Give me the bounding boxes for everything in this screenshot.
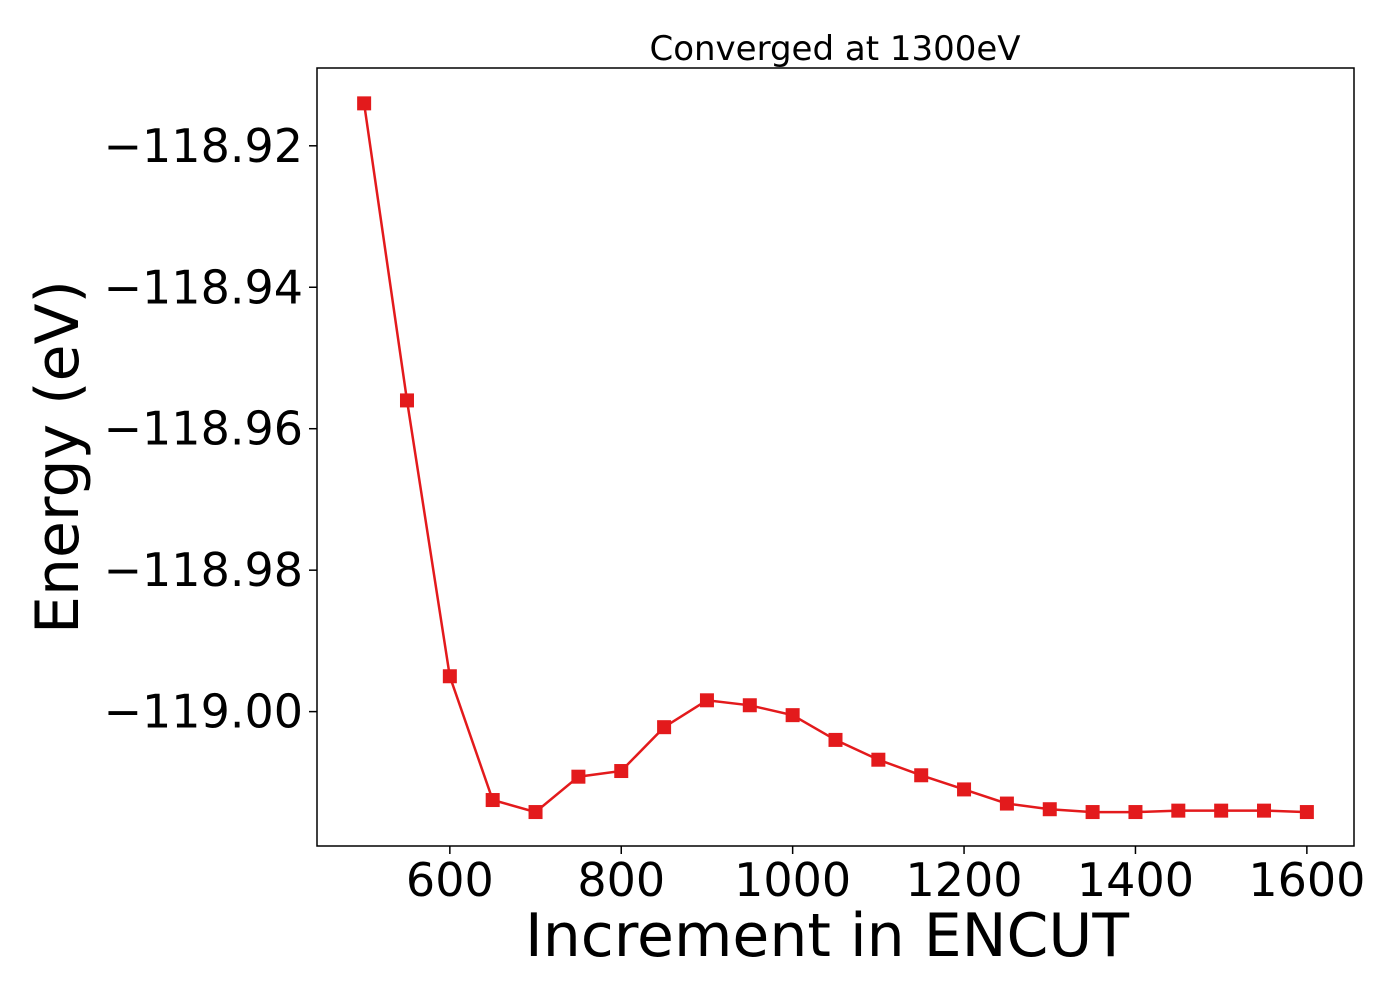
data-point <box>699 693 714 708</box>
y-axis-label: Energy (eV) <box>23 280 93 634</box>
series <box>357 96 1314 820</box>
data-point <box>571 769 586 784</box>
data-point <box>785 708 800 723</box>
x-tick-label: 800 <box>577 853 665 907</box>
data-point <box>485 793 500 808</box>
data-point <box>742 698 757 713</box>
data-point <box>442 669 457 684</box>
data-point <box>399 393 414 408</box>
data-point <box>1171 803 1186 818</box>
data-point <box>1257 803 1272 818</box>
x-tick-label: 1600 <box>1248 853 1365 907</box>
data-point <box>999 796 1014 811</box>
data-point <box>1299 805 1314 820</box>
ticks: 600 800 1000 1200 1400 1600 −118.92 −118.94 −118… <box>104 119 1366 907</box>
data-point <box>614 764 629 779</box>
y-tick-label: −118.98 <box>104 543 304 597</box>
x-tick-label: 1400 <box>1077 853 1194 907</box>
data-point <box>1042 802 1057 817</box>
plot-frame <box>316 67 1355 847</box>
data-point <box>914 768 929 783</box>
data-point <box>1214 803 1229 818</box>
y-tick-label: −119.00 <box>104 685 304 739</box>
x-tick-label: 1200 <box>906 853 1023 907</box>
x-tick-label: 600 <box>406 853 494 907</box>
data-point <box>357 96 372 111</box>
chart-title: Converged at 1300eV <box>649 29 1020 69</box>
y-tick-label: −118.92 <box>104 119 304 173</box>
data-point <box>657 720 672 735</box>
data-point <box>1128 805 1143 820</box>
y-tick-label: −118.94 <box>104 260 304 314</box>
data-point <box>871 752 886 767</box>
series-line <box>362 103 1307 814</box>
data-point <box>828 732 843 747</box>
data-point <box>957 782 972 797</box>
data-point <box>528 805 543 820</box>
y-tick-label: −118.96 <box>104 402 304 456</box>
x-axis-label: Increment in ENCUT <box>525 901 1129 971</box>
x-tick-label: 1000 <box>734 853 851 907</box>
data-point <box>1085 805 1100 820</box>
